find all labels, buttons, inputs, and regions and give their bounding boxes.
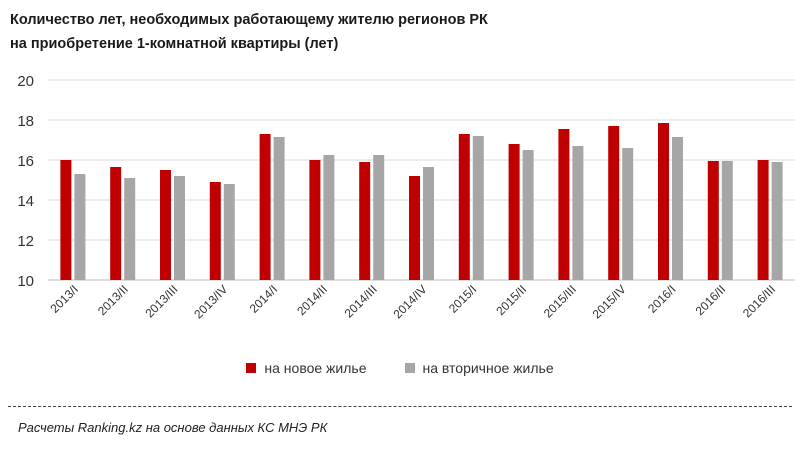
legend-swatch-secondary bbox=[404, 363, 415, 373]
divider bbox=[8, 406, 792, 407]
x-tick-label: 2013/II bbox=[95, 282, 131, 318]
bar-new-housing bbox=[608, 126, 620, 280]
bar-new-housing bbox=[160, 170, 171, 280]
bar-new-housing bbox=[110, 167, 122, 280]
bar-secondary-housing bbox=[323, 155, 335, 280]
legend-swatch-new bbox=[246, 363, 257, 373]
bar-secondary-housing bbox=[721, 161, 733, 280]
legend-label-new: на новое жилье bbox=[264, 360, 367, 376]
y-tick-label: 12 bbox=[17, 233, 34, 250]
x-tick-label: 2016/II bbox=[693, 282, 729, 318]
x-tick-label: 2013/III bbox=[142, 282, 180, 320]
bar-new-housing bbox=[309, 160, 321, 280]
bar-secondary-housing bbox=[771, 162, 783, 280]
legend-item-secondary: на вторичное жилье bbox=[404, 360, 554, 376]
x-tick-label: 2015/II bbox=[493, 282, 529, 318]
bar-new-housing bbox=[209, 182, 221, 280]
y-tick-label: 16 bbox=[17, 153, 34, 170]
x-tick-label: 2016/III bbox=[740, 282, 778, 320]
bar-chart: 10 12 14 16 18 20 2013/I 2013/II 2013/III 2013/IV… bbox=[17, 73, 795, 321]
x-tick-label: 2014/II bbox=[294, 282, 330, 318]
chart-title-line-2: на приобретение 1-комнатной квартиры (ле… bbox=[10, 36, 339, 52]
bar-new-housing bbox=[558, 129, 570, 280]
bar-new-housing bbox=[707, 161, 719, 280]
x-tick-label: 2013/IV bbox=[191, 282, 230, 321]
bar-secondary-housing bbox=[174, 176, 185, 280]
bar-secondary-housing bbox=[423, 167, 434, 280]
chart-title-line-1: Количество лет, необходимых работающему … bbox=[10, 12, 488, 28]
bar-secondary-housing bbox=[124, 178, 136, 280]
x-tick-label: 2014/I bbox=[247, 282, 280, 315]
bar-secondary-housing bbox=[622, 148, 634, 280]
bar-new-housing bbox=[757, 160, 769, 280]
bar-secondary-housing bbox=[223, 184, 235, 280]
bar-new-housing bbox=[508, 144, 520, 280]
x-tick-label: 2015/III bbox=[541, 282, 579, 320]
x-tick-label: 2014/III bbox=[342, 282, 380, 320]
x-tick-label: 2015/I bbox=[446, 282, 479, 315]
bar-new-housing bbox=[259, 134, 271, 280]
legend-label-secondary: на вторичное жилье bbox=[422, 360, 554, 376]
y-tick-label: 20 bbox=[17, 73, 34, 90]
bar-new-housing bbox=[359, 162, 371, 280]
y-tick-label: 14 bbox=[17, 193, 34, 210]
y-tick-label: 10 bbox=[17, 273, 34, 290]
source-note: Расчеты Ranking.kz на основе данных КС М… bbox=[18, 420, 328, 435]
bar-secondary-housing bbox=[572, 146, 584, 280]
bar-new-housing bbox=[458, 134, 470, 280]
x-tick-label: 2016/I bbox=[645, 282, 678, 315]
bar-secondary-housing bbox=[522, 150, 534, 280]
bar-secondary-housing bbox=[273, 137, 285, 280]
chart-title: Количество лет, необходимых работающему … bbox=[10, 8, 488, 56]
legend-item-new: на новое жилье bbox=[246, 360, 367, 376]
x-tick-label: 2013/I bbox=[48, 282, 81, 315]
x-tick-label: 2014/IV bbox=[390, 282, 429, 321]
y-tick-label: 18 bbox=[17, 113, 34, 130]
bar-new-housing bbox=[409, 176, 420, 280]
bar-new-housing bbox=[658, 123, 669, 280]
bar-secondary-housing bbox=[672, 137, 683, 280]
bar-secondary-housing bbox=[74, 174, 86, 280]
bar-secondary-housing bbox=[472, 136, 484, 280]
bar-new-housing bbox=[60, 160, 72, 280]
bar-secondary-housing bbox=[373, 155, 385, 280]
legend: на новое жилье на вторичное жилье bbox=[0, 360, 800, 376]
x-tick-label: 2015/IV bbox=[590, 282, 629, 321]
